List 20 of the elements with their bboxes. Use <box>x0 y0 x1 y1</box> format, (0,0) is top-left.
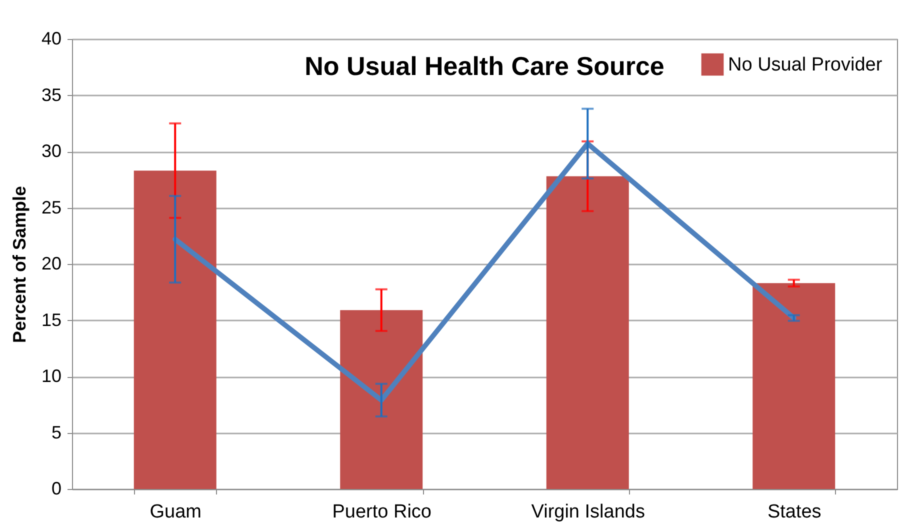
y-tick-label: 20 <box>41 254 62 274</box>
x-tick-label: Puerto Rico <box>332 502 432 522</box>
bar <box>134 170 216 489</box>
y-tick-label: 40 <box>41 28 62 48</box>
bar <box>546 176 629 489</box>
y-tick-label: 35 <box>41 84 62 105</box>
y-tick-label: 5 <box>51 422 62 442</box>
y-tick-label: 30 <box>41 141 62 161</box>
x-tick-label: Guam <box>150 502 202 522</box>
y-tick-label: 10 <box>41 366 62 386</box>
y-axis-title: Percent of Sample <box>9 186 30 344</box>
bar <box>752 283 836 489</box>
y-tick-label: 25 <box>41 197 62 218</box>
legend-label: No Usual Provider <box>728 54 883 76</box>
y-tick-label: 15 <box>41 310 62 330</box>
bar <box>340 310 423 489</box>
text: No Usual Health Care Source <box>304 51 664 81</box>
y-tick-label: 0 <box>51 478 62 498</box>
x-tick-label: Virgin Islands <box>531 502 645 522</box>
x-tick-label: States <box>767 502 822 522</box>
